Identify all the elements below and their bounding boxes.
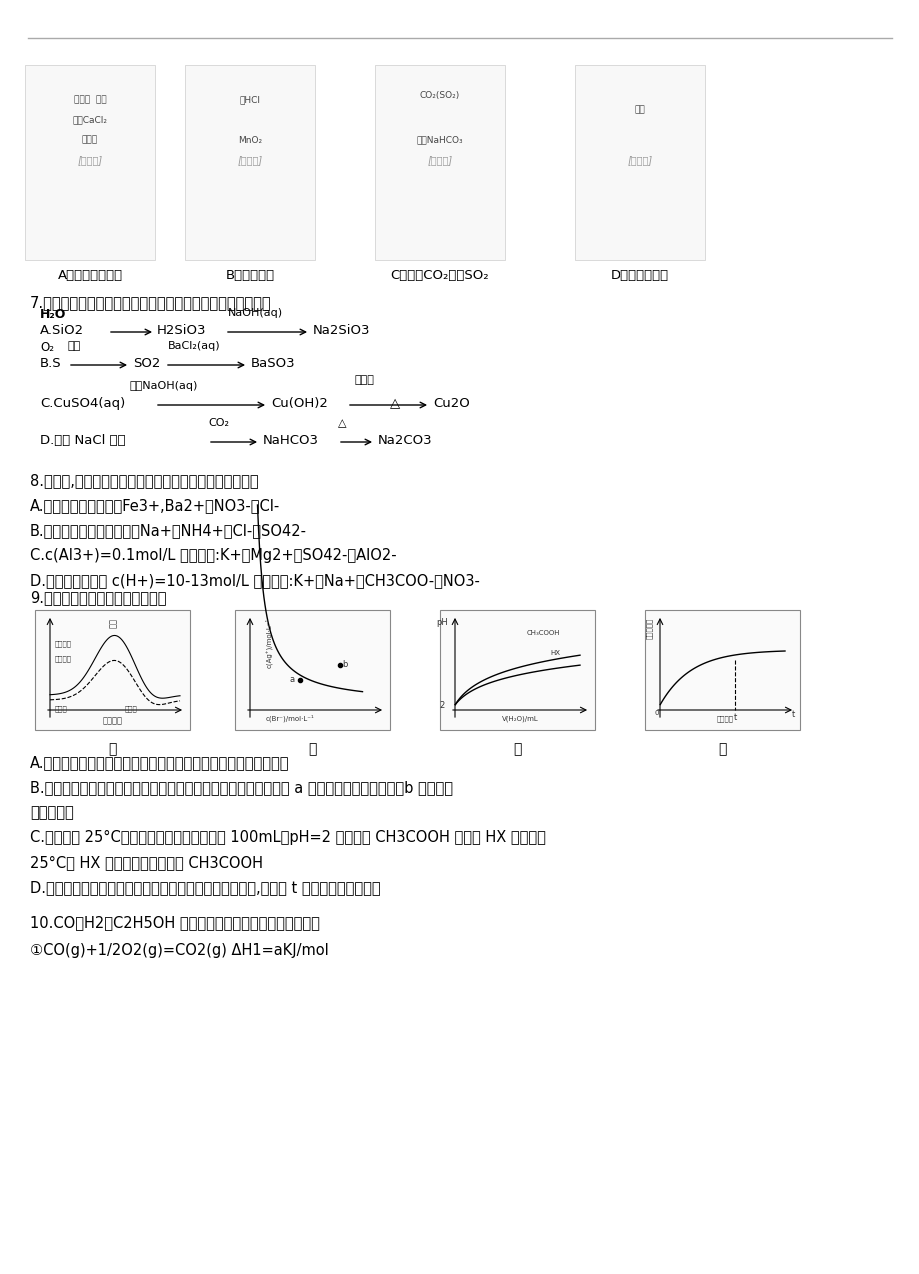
Text: 甲: 甲 (108, 741, 116, 755)
Text: 葡萄糖: 葡萄糖 (355, 375, 374, 385)
Text: Cu2O: Cu2O (433, 397, 470, 410)
Text: a: a (289, 675, 295, 684)
Text: NaHCO3: NaHCO3 (263, 434, 319, 447)
Text: [装置图]: [装置图] (627, 155, 652, 166)
FancyBboxPatch shape (375, 65, 505, 260)
Text: 有催化剂: 有催化剂 (55, 655, 72, 661)
Text: 反应过程: 反应过程 (103, 716, 123, 725)
Text: 2: 2 (439, 701, 445, 710)
Text: 8.常温下,下列各组离子在指定溶被中一定能大量共存的是: 8.常温下,下列各组离子在指定溶被中一定能大量共存的是 (30, 473, 258, 488)
Text: c(Ag⁺)/mol·L⁻¹: c(Ag⁺)/mol·L⁻¹ (265, 618, 272, 669)
Text: 乙: 乙 (308, 741, 316, 755)
Text: pH: pH (436, 618, 448, 627)
FancyBboxPatch shape (644, 610, 800, 730)
Text: 生成物的量: 生成物的量 (646, 618, 652, 640)
Text: A.澄清透明的溶液中：Fe3+,Ba2+、NO3-、Cl-: A.澄清透明的溶液中：Fe3+,Ba2+、NO3-、Cl- (30, 498, 280, 513)
Text: c(Br⁻)/mol·L⁻¹: c(Br⁻)/mol·L⁻¹ (266, 715, 314, 722)
Text: 饱和NaHCO₃: 饱和NaHCO₃ (416, 135, 463, 144)
Text: [装置图]: [装置图] (427, 155, 452, 166)
Text: Na2CO3: Na2CO3 (378, 434, 432, 447)
Text: C.c(Al3+)=0.1mol/L 的溶液中:K+、Mg2+、SO42-、AlO2-: C.c(Al3+)=0.1mol/L 的溶液中:K+、Mg2+、SO42-、Al… (30, 548, 396, 563)
Text: O₂: O₂ (40, 341, 54, 354)
Text: 丙: 丙 (512, 741, 521, 755)
Text: △: △ (337, 418, 346, 428)
Text: D．制取蒸馏水: D．制取蒸馏水 (610, 269, 668, 282)
Text: B.使酚酞变红色的溶液中：Na+、NH4+、Cl-、SO42-: B.使酚酞变红色的溶液中：Na+、NH4+、Cl-、SO42- (30, 524, 307, 538)
Text: 海水: 海水 (634, 106, 644, 115)
Text: 过量NaOH(aq): 过量NaOH(aq) (130, 381, 199, 391)
Text: 能量: 能量 (108, 618, 118, 628)
Text: C．除去CO₂中的SO₂: C．除去CO₂中的SO₂ (391, 269, 489, 282)
Text: CO₂: CO₂ (208, 418, 229, 428)
Text: CO₂(SO₂): CO₂(SO₂) (419, 90, 460, 99)
Text: B．制取氯气: B．制取氯气 (225, 269, 274, 282)
Text: A.图甲表示放热反应在有无催化剂的情况下反应过程中的能量变化: A.图甲表示放热反应在有无催化剂的情况下反应过程中的能量变化 (30, 755, 289, 769)
Text: b: b (342, 660, 347, 669)
Text: 反应物: 反应物 (55, 705, 68, 712)
Text: t: t (732, 713, 736, 722)
Text: Na2SiO3: Na2SiO3 (312, 324, 370, 338)
Text: B.图乙表示一定温度下，溴化银在水中的沉淀溶解平衡曲线，其中 a 点代表的是不饱和溶液。b 点代表的: B.图乙表示一定温度下，溴化银在水中的沉淀溶解平衡曲线，其中 a 点代表的是不饱… (30, 780, 452, 795)
Text: △: △ (390, 397, 400, 410)
Text: C.图丙表示 25°C时，分别加水稀释体积均为 100mL、pH=2 的一元酸 CH3COOH 溶波和 HX 溶液，则: C.图丙表示 25°C时，分别加水稀释体积均为 100mL、pH=2 的一元酸 … (30, 829, 545, 845)
FancyBboxPatch shape (439, 610, 595, 730)
Text: Cu(OH)2: Cu(OH)2 (271, 397, 327, 410)
Text: 反应时间: 反应时间 (716, 716, 732, 722)
Text: 浓HCl: 浓HCl (239, 96, 260, 104)
Text: 生石灰: 生石灰 (82, 135, 98, 144)
Text: 25°C时 HX 的电离平衡常数大于 CH3COOH: 25°C时 HX 的电离平衡常数大于 CH3COOH (30, 855, 263, 870)
Text: A．制取收集氨气: A．制取收集氨气 (57, 269, 122, 282)
Text: 无水CaCl₂: 无水CaCl₂ (73, 116, 108, 125)
Text: B.S: B.S (40, 357, 62, 369)
Text: 点燃: 点燃 (68, 341, 81, 352)
FancyBboxPatch shape (574, 65, 704, 260)
Text: BaSO3: BaSO3 (251, 357, 295, 369)
Text: [装置图]: [装置图] (77, 155, 102, 166)
Text: 0: 0 (654, 710, 659, 716)
Text: H₂O: H₂O (40, 308, 66, 321)
Text: SO2: SO2 (133, 357, 160, 369)
Text: HX: HX (550, 650, 560, 656)
Text: NaOH(aq): NaOH(aq) (228, 308, 283, 318)
Text: ①CO(g)+1/2O2(g)=CO2(g) ΔH1=aKJ/mol: ①CO(g)+1/2O2(g)=CO2(g) ΔH1=aKJ/mol (30, 943, 328, 958)
Text: H2SiO3: H2SiO3 (157, 324, 206, 338)
FancyBboxPatch shape (185, 65, 314, 260)
Text: 9.下列图示与对应的叙述相符的是: 9.下列图示与对应的叙述相符的是 (30, 590, 166, 605)
Text: MnO₂: MnO₂ (238, 135, 262, 144)
Text: 生成物: 生成物 (125, 705, 138, 712)
Text: V(H₂O)/mL: V(H₂O)/mL (501, 716, 538, 722)
Text: 无催化剂: 无催化剂 (55, 640, 72, 647)
Text: 是饱和溶液: 是饱和溶液 (30, 805, 74, 820)
Text: C.CuSO4(aq): C.CuSO4(aq) (40, 397, 125, 410)
Text: 7.在给定条件下，下列选项中所示的物质间转化均能实现的是: 7.在给定条件下，下列选项中所示的物质间转化均能实现的是 (30, 296, 271, 310)
FancyBboxPatch shape (234, 610, 390, 730)
Text: t: t (790, 710, 794, 719)
Text: A.SiO2: A.SiO2 (40, 324, 84, 338)
Text: BaCl₂(aq): BaCl₂(aq) (168, 341, 221, 352)
Text: 10.CO、H2、C2H5OH 三种燃制热烧的热化学力程式如下：: 10.CO、H2、C2H5OH 三种燃制热烧的热化学力程式如下： (30, 915, 320, 930)
Text: 丁: 丁 (717, 741, 725, 755)
Text: D.图丁表示某可逆反应生成物的量随反应时间变化的曲线,由图知 t 时反应物转化率最大: D.图丁表示某可逆反应生成物的量随反应时间变化的曲线,由图知 t 时反应物转化率… (30, 880, 380, 896)
Text: D.由水电商产生的 c(H+)=10-13mol/L 的溶被中:K+、Na+、CH3COO-、NO3-: D.由水电商产生的 c(H+)=10-13mol/L 的溶被中:K+、Na+、C… (30, 573, 480, 589)
Text: [装置图]: [装置图] (237, 155, 262, 166)
FancyBboxPatch shape (25, 65, 154, 260)
Text: 浓氨水  棉花: 浓氨水 棉花 (74, 96, 107, 104)
FancyBboxPatch shape (35, 610, 190, 730)
Text: D.饱和 NaCl 溶液: D.饱和 NaCl 溶液 (40, 434, 126, 447)
Text: CH₃COOH: CH₃COOH (526, 631, 560, 636)
